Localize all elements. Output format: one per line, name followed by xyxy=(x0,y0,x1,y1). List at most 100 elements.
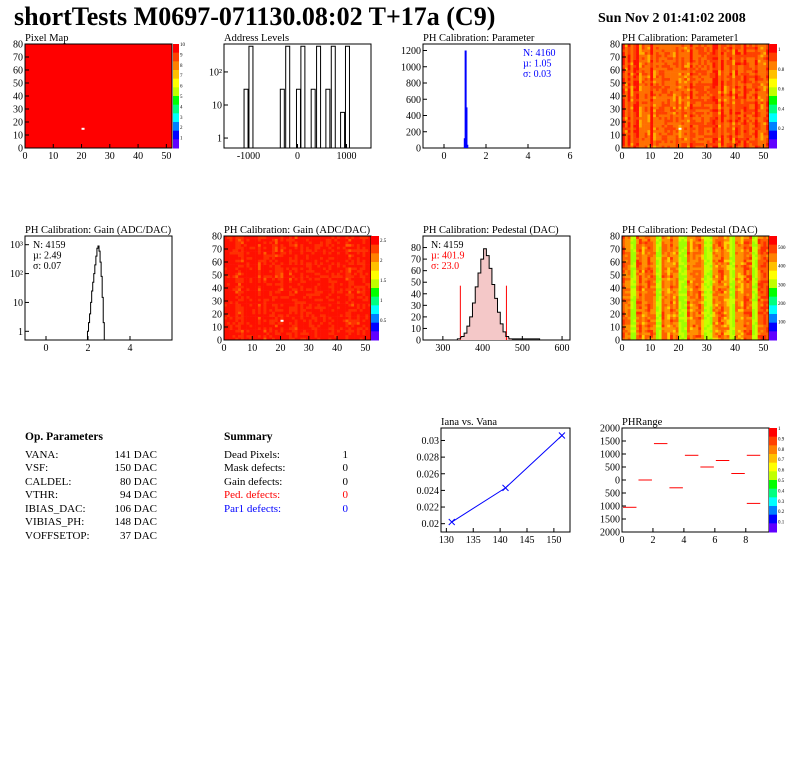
heatmap-cell xyxy=(334,272,338,276)
heatmap-cell xyxy=(647,140,651,144)
heatmap-cell xyxy=(718,75,722,79)
heatmap-cell xyxy=(653,59,657,63)
heatmap-cell xyxy=(698,77,702,81)
heatmap-cell xyxy=(289,280,293,284)
heatmap-cell xyxy=(630,295,634,299)
heatmap-cell xyxy=(300,256,304,260)
heatmap-cell xyxy=(653,275,657,278)
heatmap-cell xyxy=(627,96,631,99)
heatmap-cell xyxy=(342,277,346,281)
heatmap-cell xyxy=(647,114,651,118)
heatmap-cell xyxy=(354,321,358,325)
heatmap-cell xyxy=(289,293,293,297)
heatmap-cell xyxy=(303,269,307,273)
heatmap-cell xyxy=(252,329,256,333)
heatmap-cell xyxy=(249,306,253,310)
heatmap-cell xyxy=(274,236,279,239)
heatmap-cell xyxy=(735,140,739,144)
heatmap-cell xyxy=(622,62,626,66)
heatmap-cell xyxy=(647,293,651,297)
heatmap-cell xyxy=(627,311,631,315)
heatmap-cell xyxy=(636,90,640,94)
heatmap-cell xyxy=(641,137,645,141)
y-tick-label: 1200 xyxy=(401,46,421,57)
heatmap-cell xyxy=(348,311,352,315)
heatmap-cell xyxy=(277,243,281,247)
heatmap-cell xyxy=(232,277,236,281)
heatmap-cell xyxy=(715,51,719,55)
heatmap-cell xyxy=(622,272,626,276)
heatmap-cell xyxy=(280,259,284,263)
heatmap-cell xyxy=(297,303,301,307)
heatmap-cell xyxy=(266,251,270,255)
heatmap-cell xyxy=(732,75,736,79)
heatmap-cell xyxy=(294,243,298,247)
heatmap-cell xyxy=(675,90,679,94)
heatmap-cell xyxy=(243,295,247,299)
heatmap-cell xyxy=(362,306,366,310)
heatmap-cell xyxy=(368,321,372,325)
heatmap-cell xyxy=(314,337,318,341)
heatmap-cell xyxy=(362,308,366,312)
heatmap-cell xyxy=(627,249,631,252)
colorbar-tick-label: 1 xyxy=(180,137,183,142)
heatmap-cell xyxy=(720,93,725,97)
heatmap-cell xyxy=(757,54,761,58)
heatmap-cell xyxy=(368,275,372,278)
heatmap-cell xyxy=(760,135,764,138)
heatmap-cell xyxy=(667,64,671,68)
heatmap-cell xyxy=(229,293,233,297)
heatmap-cell xyxy=(658,93,662,97)
heatmap-cell xyxy=(678,98,682,102)
heatmap-cell xyxy=(746,140,750,144)
heatmap-cell xyxy=(644,72,648,76)
heatmap-cell xyxy=(317,251,321,255)
heatmap-cell xyxy=(622,122,626,125)
heatmap-cell xyxy=(701,106,705,110)
heatmap-cell xyxy=(653,288,657,291)
heatmap-cell xyxy=(331,314,335,317)
heatmap-cell xyxy=(624,308,628,312)
heatmap-cell xyxy=(224,334,228,338)
heatmap-cell xyxy=(325,316,329,320)
heatmap-cell xyxy=(263,269,267,273)
heatmap-cell xyxy=(726,51,730,55)
heatmap-cell xyxy=(337,301,341,304)
heatmap-cell xyxy=(757,62,761,66)
heatmap-cell xyxy=(232,236,236,239)
heatmap-cell xyxy=(308,267,312,271)
x-tick-label: 0 xyxy=(442,151,447,162)
heatmap-cell xyxy=(311,295,315,299)
heatmap-cell xyxy=(305,316,310,320)
heatmap-cell xyxy=(280,238,284,242)
heatmap-cell xyxy=(297,238,301,242)
heatmap-cell xyxy=(735,83,739,86)
heatmap-cell xyxy=(331,311,335,315)
heatmap-cell xyxy=(257,251,262,255)
heatmap-cell xyxy=(681,96,685,99)
heatmap-cell xyxy=(678,132,682,136)
heatmap-cell xyxy=(356,311,360,315)
heatmap-cell xyxy=(695,83,699,86)
heatmap-cell xyxy=(689,109,693,112)
heatmap-cell xyxy=(650,319,654,323)
heatmap-cell xyxy=(266,311,270,315)
heatmap-cell xyxy=(687,51,691,55)
heatmap-cell xyxy=(305,329,310,333)
heatmap-cell xyxy=(322,246,327,250)
heatmap-cell xyxy=(274,251,279,255)
heatmap-cell xyxy=(737,70,742,73)
x-tick-label: 500 xyxy=(515,343,530,354)
heatmap-cell xyxy=(732,111,736,115)
heatmap-cell xyxy=(354,337,358,341)
heatmap-cell xyxy=(647,275,651,278)
heatmap-cell xyxy=(283,254,287,258)
heatmap-cell xyxy=(238,256,242,260)
heatmap-cell xyxy=(274,249,279,252)
heatmap-cell xyxy=(718,142,722,146)
heatmap-cell xyxy=(687,132,691,136)
heatmap-cell xyxy=(763,135,767,138)
heatmap-cell xyxy=(641,246,645,250)
heatmap-cell xyxy=(692,116,696,120)
heatmap-cell xyxy=(698,122,702,125)
